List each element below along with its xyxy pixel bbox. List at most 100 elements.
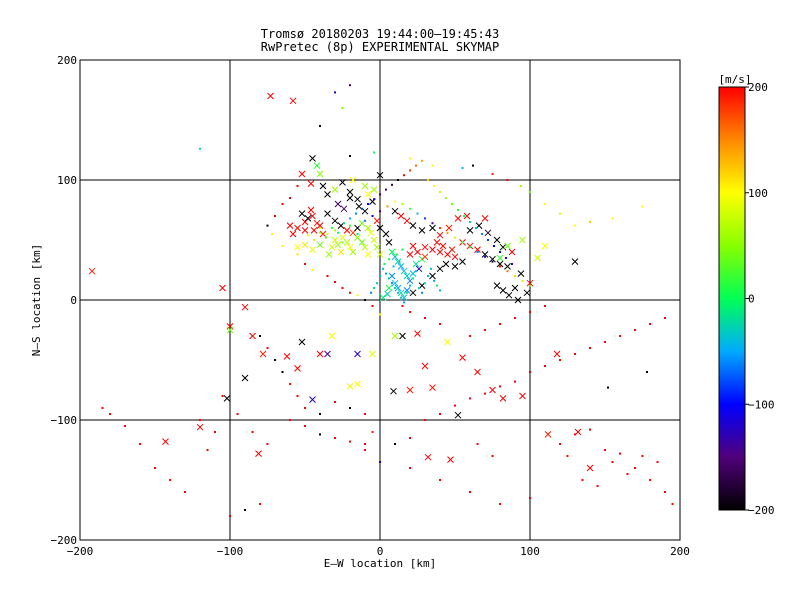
marker-x (484, 229, 492, 237)
marker-x (294, 243, 301, 251)
marker-dot (469, 246, 471, 249)
marker-dot (379, 313, 381, 316)
marker-x (414, 330, 421, 337)
marker-x (424, 453, 432, 461)
marker-dot (559, 212, 561, 215)
marker-dot (505, 257, 507, 259)
marker-dot (544, 365, 546, 367)
marker-dot (109, 413, 111, 415)
marker-dot (619, 335, 621, 337)
marker-dot (416, 212, 419, 215)
marker-dot (484, 392, 486, 395)
marker-dot (529, 191, 531, 193)
marker-x (223, 395, 231, 402)
marker-dot (664, 491, 666, 493)
marker-dot (493, 245, 495, 247)
marker-x (409, 289, 417, 297)
marker-x (241, 374, 249, 382)
marker-dot (626, 473, 629, 475)
marker-dot (607, 386, 609, 389)
marker-dot (169, 479, 171, 481)
marker-dot (664, 317, 666, 319)
marker-x (391, 207, 399, 215)
marker-dot (388, 277, 390, 280)
marker-dot (469, 221, 471, 223)
marker-x (436, 265, 444, 273)
marker-x (394, 258, 402, 265)
marker-x (436, 231, 444, 239)
axis-ticks: −200 −100 0 100 200 −200 −100 0 100 200 (51, 54, 690, 558)
marker-dot (394, 200, 396, 203)
marker-x (409, 242, 417, 250)
marker-x (385, 239, 393, 246)
marker-dot (319, 433, 321, 436)
marker-dot (364, 219, 366, 222)
marker-dot (409, 169, 411, 172)
marker-x (496, 254, 504, 262)
marker-x (316, 170, 324, 178)
marker-x (399, 332, 406, 340)
marker-dot (373, 287, 375, 289)
marker-x (400, 294, 408, 301)
marker-dot (341, 107, 344, 109)
marker-dot (424, 282, 426, 285)
marker-dot (544, 203, 546, 205)
marker-dot (634, 329, 636, 331)
marker-dot (251, 431, 254, 433)
colorbar-ticks: 200 100 0 −100 −200 (745, 81, 775, 517)
marker-x (421, 362, 429, 370)
marker-dot (436, 284, 438, 287)
marker-x (414, 248, 421, 256)
marker-dot (334, 281, 336, 283)
marker-dot (367, 203, 369, 205)
marker-x (162, 438, 169, 445)
marker-x (346, 188, 354, 196)
marker-dot (475, 227, 477, 229)
marker-dot (304, 407, 306, 409)
marker-x (505, 291, 513, 299)
marker-dot (574, 353, 576, 355)
marker-dot (514, 317, 516, 319)
marker-dot (259, 335, 261, 337)
marker-x (367, 229, 375, 237)
marker-dot (349, 407, 351, 409)
marker-x (514, 296, 522, 304)
colorbar-tick-label: 100 (748, 187, 768, 200)
marker-x (319, 182, 327, 190)
marker-x (373, 243, 381, 251)
marker-dot (634, 467, 636, 469)
chart-title: Tromsø 20180203 19:44:00–19:45:43 (261, 27, 499, 41)
marker-x (289, 230, 297, 238)
marker-dot (394, 443, 396, 445)
marker-x (489, 386, 496, 394)
marker-dot (454, 404, 456, 407)
marker-dot (469, 491, 471, 493)
marker-dot (529, 371, 531, 373)
marker-x (496, 260, 504, 268)
marker-dot (439, 191, 441, 193)
marker-x (349, 248, 357, 256)
marker-dot (349, 84, 351, 87)
marker-dot (184, 491, 186, 493)
marker-x (459, 258, 466, 265)
marker-dot (313, 239, 315, 241)
marker-x (325, 251, 333, 258)
marker-dot (371, 431, 374, 433)
marker-dot (400, 296, 402, 299)
marker-x (385, 284, 393, 292)
marker-x (219, 284, 226, 292)
marker-x (196, 423, 204, 431)
marker-dot (403, 174, 405, 177)
marker-dot (581, 479, 584, 481)
marker-dot (392, 265, 395, 268)
marker-dot (395, 253, 398, 256)
marker-x (373, 217, 381, 225)
marker-dot (154, 467, 156, 469)
marker-x (403, 287, 411, 294)
marker-x (343, 239, 351, 246)
marker-x (331, 217, 339, 225)
marker-x (447, 456, 454, 463)
marker-x (346, 383, 354, 390)
marker-dot (229, 515, 231, 517)
marker-dot (439, 323, 441, 325)
